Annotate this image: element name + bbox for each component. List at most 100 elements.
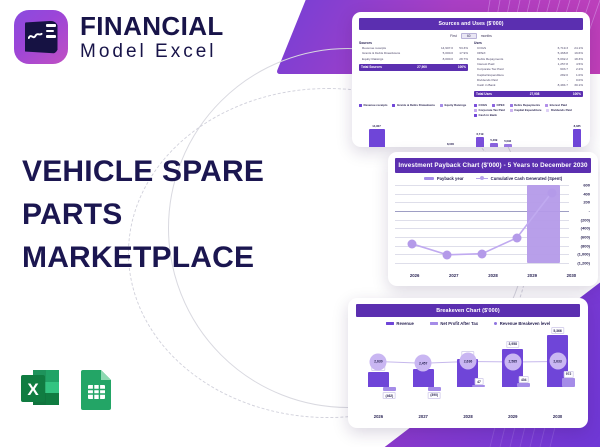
bar-column: 1,258 [518, 119, 526, 147]
months-input[interactable]: 60 [460, 33, 477, 39]
row-label: Corporate Tax Paid [477, 67, 504, 72]
bar-column: 282 [545, 119, 553, 147]
uses-row: Debts Repayments 5,092.2 18.3% [474, 57, 583, 62]
card-investment-payback[interactable]: Investment Payback Chart ($'000) - 5 Yea… [388, 152, 598, 286]
legend-swatch-icon [474, 108, 477, 112]
legend-label: Revenue receipts [363, 103, 388, 108]
bar-column: 5,092 [503, 119, 512, 147]
gridline [395, 193, 569, 195]
document-lines-icon [46, 24, 56, 38]
legend-item: Dividends Paid [546, 108, 572, 112]
sources-total-label: Total Sources [361, 65, 382, 70]
legend-net-profit-label: Net Profit After Tax [440, 321, 479, 326]
row-percent: 18.3% [574, 56, 583, 61]
sources-uses-title: Sources and Uses ($'000) [359, 18, 583, 30]
net-profit-bar: 972 [562, 370, 576, 387]
row-value: 6,719.3 [557, 46, 568, 50]
gridline [395, 237, 569, 238]
row-label: Grants & Debts Drawdowns [362, 51, 401, 56]
breakeven-bubble: 2,457 [414, 354, 432, 372]
breakeven-plot: 1,540(462)2,6301,848(390)2,4572,859472,6… [356, 327, 580, 411]
gridline [395, 211, 569, 212]
legend-item: Debts Repayments [509, 103, 540, 107]
breakeven-legend: Revenue Net Profit After Tax Revenue Bre… [356, 321, 580, 326]
legend-breakeven-level-label: Revenue Breakeven level [499, 321, 551, 326]
revenue-value-label: 5,366 [550, 327, 565, 334]
net-profit-bar: 47 [472, 378, 486, 387]
sources-total-pct: 100% [457, 65, 466, 70]
bar-rect [368, 129, 385, 147]
legend-swatch-line-icon [475, 176, 488, 181]
control-prefix-label: First [450, 34, 457, 38]
sources-uses-charts: 14,907 5,000 8,000 6,719 5,469 5,092 1,258 604… [359, 119, 583, 147]
breakeven-x-axis: 2026 2027 2028 2029 2030 [356, 414, 580, 419]
data-point [512, 233, 522, 243]
row-percent: 2.2% [575, 67, 583, 72]
net-profit-bar: 404 [517, 376, 531, 387]
uses-chart-legend: COGS OPEX Debts Repayments Interest Paid Cor… [474, 103, 583, 117]
breakeven-group: 1,848 (390) 2,457 [401, 329, 446, 411]
microsoft-excel-icon: X [20, 367, 60, 411]
legend-swatch-icon [509, 108, 513, 112]
sources-total-value: 27,900 [417, 65, 427, 70]
payback-year-band [527, 185, 561, 263]
y-tick-label: (1,200) [577, 260, 590, 266]
row-label: Debts Repayments [477, 56, 504, 61]
net-profit-value-label: 404 [518, 376, 530, 384]
bar-value-label: 6,719 [476, 132, 484, 137]
row-label: Dividends Paid [477, 77, 498, 82]
gridline [395, 185, 569, 186]
breakeven-group: 5,366 972 2,633 [535, 327, 580, 411]
x-tick-label: 2026 [409, 273, 420, 278]
bar-value-label: 5,092 [504, 139, 512, 144]
gridline [395, 263, 569, 264]
x-tick-label: 2028 [463, 414, 473, 419]
breakeven-group: 3,958 404 2,585 [490, 329, 535, 411]
row-value: 5,468.8 [557, 51, 568, 56]
legend-item: Equity Raisings [440, 103, 466, 107]
legend-swatch-icon [359, 103, 362, 107]
uses-total-row: Total Uses 27,908 100% [474, 90, 583, 98]
revenue-value-label: 3,958 [506, 340, 520, 348]
y-tick-label: 200 [583, 199, 590, 205]
bar-column: 5,469 [489, 119, 498, 147]
bar-rect [475, 137, 484, 147]
y-tick-label: (200) [580, 217, 590, 223]
data-point [477, 249, 487, 259]
legend-item: Capital Expenditure [509, 108, 541, 112]
legend-revenue: Revenue [385, 321, 414, 326]
sources-row: Equity Raisings 8,000.0 28.7% [359, 57, 468, 62]
sources-total-row: Total Sources 27,900 100% [359, 63, 468, 71]
uses-total-value: 27,908 [529, 91, 540, 96]
financial-document-chart-icon [14, 10, 68, 64]
sources-uses-controls[interactable]: First 60 months [359, 33, 583, 39]
x-tick-label: 2029 [508, 414, 518, 419]
sources-bar-chart: 14,907 5,000 8,000 [359, 119, 468, 147]
bar-value-label: 8,000 [447, 141, 454, 146]
revenue-bar: 1,848 [412, 361, 434, 387]
row-value: 8,484.7 [557, 83, 568, 88]
row-value: 14,907.0 [440, 46, 453, 50]
row-value: - [566, 77, 568, 82]
card-sources-and-uses[interactable]: Sources and Uses ($'000) First 60 months… [352, 12, 590, 147]
payback-x-axis: 2026 2027 2028 2029 2030 [395, 273, 591, 278]
gridline [395, 202, 569, 204]
net-profit-value-label: 47 [474, 378, 484, 385]
legend-label: Corporate Tax Paid [478, 108, 505, 113]
row-label: Cash in Bank [477, 83, 496, 88]
data-point [407, 239, 417, 249]
sources-uses-tables: Sources Revenue receipts 14,907.0 53.3% Gra… [359, 41, 583, 98]
breakeven-bubble: 2,630 [369, 353, 387, 370]
card-breakeven[interactable]: Breakeven Chart ($'000) Revenue Net Prof… [348, 298, 588, 428]
legend-item: Revenue receipts [359, 103, 387, 107]
bar-rect [489, 142, 498, 147]
legend-label: Grants & Debts Drawdowns [396, 103, 436, 108]
legend-label: Interest Paid [549, 103, 567, 108]
y-tick-label: (600) [580, 234, 590, 240]
bar-value-label: 8,485 [573, 124, 581, 129]
legend-swatch-bar-icon [423, 176, 434, 181]
breakeven-title: Breakeven Chart ($'000) [356, 304, 580, 317]
supported-formats: X [20, 367, 116, 411]
legend-swatch-dot-icon [494, 321, 498, 326]
